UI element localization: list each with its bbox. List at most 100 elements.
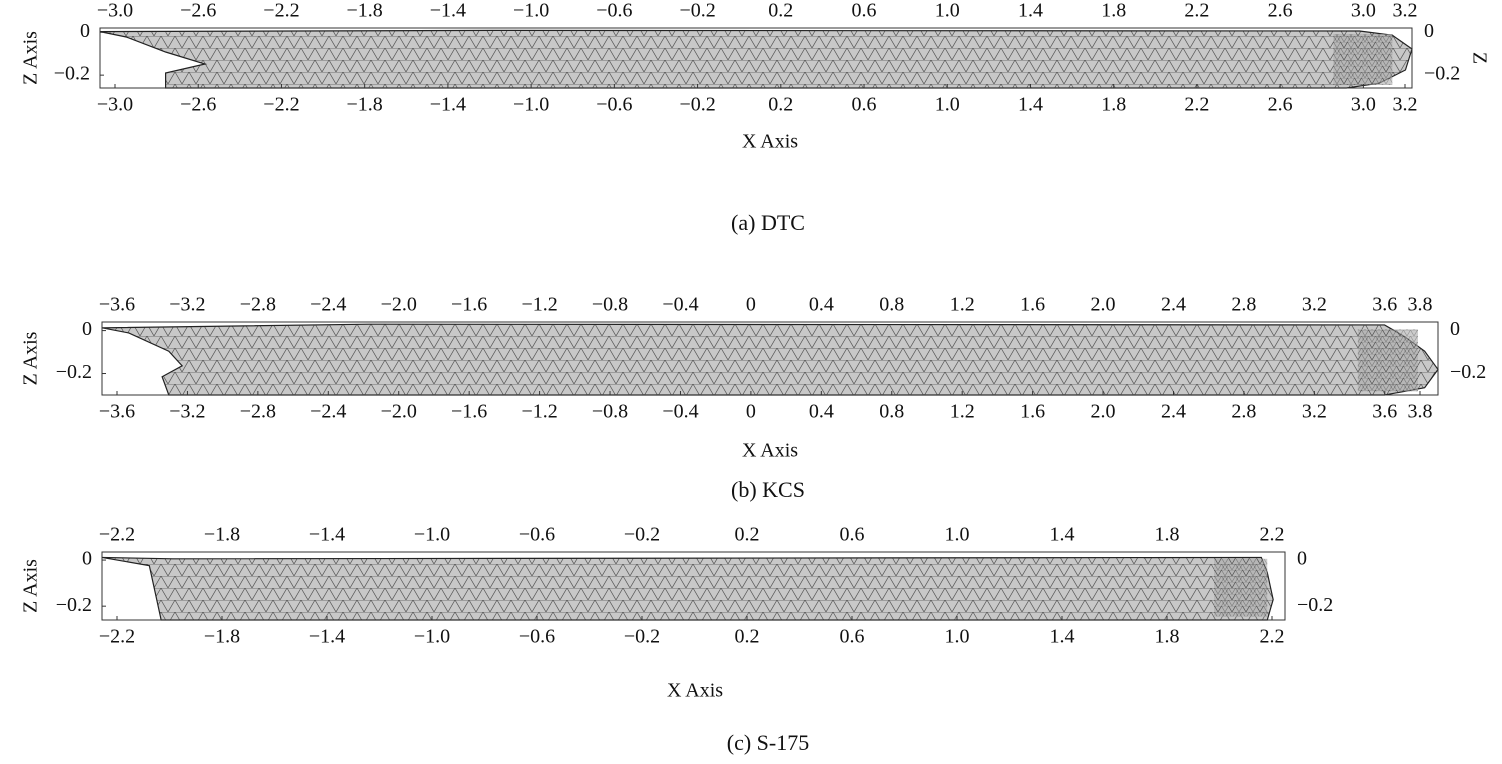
x-tick-label: 3.2: [1393, 94, 1418, 116]
x-tick-label: −1.2: [521, 401, 557, 423]
x-tick-label-top: 1.4: [1050, 524, 1075, 546]
x-tick-label: 0.2: [768, 94, 793, 116]
bow-mesh: [1357, 329, 1418, 392]
x-tick-label-top: 1.8: [1101, 0, 1126, 22]
x-tick-label: 1.0: [935, 94, 960, 116]
x-tick-label-top: −2.2: [263, 0, 299, 22]
x-tick-label-top: 0.6: [840, 524, 865, 546]
x-tick-label: 2.2: [1184, 94, 1209, 116]
y-axis-label: Z Axis: [20, 559, 42, 613]
caption: (c) S-175: [727, 730, 809, 755]
x-tick-label: −0.6: [596, 94, 632, 116]
x-tick-label: 3.0: [1351, 94, 1376, 116]
x-tick-label-top: 1.8: [1155, 524, 1180, 546]
x-tick-label-top: 0: [746, 294, 756, 316]
y-tick-label-right: 0: [1424, 20, 1434, 42]
x-tick-label: −3.2: [169, 401, 205, 423]
y-axis-label: Z Axis: [20, 31, 42, 85]
x-tick-label: −2.6: [180, 94, 216, 116]
plot-frame: [101, 321, 1439, 396]
x-tick-label-top: −0.6: [596, 0, 632, 22]
x-tick-label: 0.6: [840, 626, 865, 648]
x-tick-label-top: 3.8: [1408, 294, 1433, 316]
hull-mesh: [101, 556, 1274, 621]
x-tick-label: −0.6: [519, 626, 555, 648]
x-axis-label: X Axis: [667, 680, 723, 702]
x-tick-label: −0.4: [662, 401, 698, 423]
y-tick-label-right: 0: [1450, 318, 1460, 340]
x-tick-label-top: −2.2: [99, 524, 135, 546]
x-tick-label: −1.6: [451, 401, 487, 423]
x-tick-label-top: −0.4: [662, 294, 698, 316]
y-tick-label-right: 0: [1297, 548, 1307, 570]
x-tick-label: −1.8: [347, 94, 383, 116]
x-tick-label-top: 2.2: [1260, 524, 1285, 546]
x-tick-label: 2.0: [1091, 401, 1116, 423]
bow-mesh: [1214, 558, 1268, 617]
x-tick-label-top: −0.2: [624, 524, 660, 546]
x-tick-label-top: −2.8: [240, 294, 276, 316]
x-tick-label: −1.4: [430, 94, 466, 116]
y-tick-label-right: −0.2: [1450, 361, 1486, 383]
x-tick-label: 2.2: [1260, 626, 1285, 648]
x-tick-label-top: 0.4: [809, 294, 834, 316]
y-tick-label: −0.2: [56, 361, 92, 383]
x-tick-label: 1.0: [945, 626, 970, 648]
x-tick-label-top: 0.6: [852, 0, 877, 22]
x-tick-label-top: −1.4: [430, 0, 466, 22]
x-tick-label: 1.4: [1018, 94, 1043, 116]
x-tick-label: −0.2: [624, 626, 660, 648]
x-tick-label-top: 0.2: [768, 0, 793, 22]
x-tick-label-top: −1.0: [513, 0, 549, 22]
x-tick-label: 1.2: [950, 401, 975, 423]
x-tick-label-top: 1.2: [950, 294, 975, 316]
x-tick-label-top: 3.2: [1393, 0, 1418, 22]
x-tick-label: −2.2: [99, 626, 135, 648]
y-tick-label: −0.2: [56, 594, 92, 616]
x-tick-label: 0.6: [852, 94, 877, 116]
hull-chart: −3.0 −3.0 −2.6 −2.6 −2.2 −2.2 −1.8 −1.8 −1.4 −1.4…: [20, 0, 1491, 235]
x-tick-label: 1.6: [1020, 401, 1045, 423]
x-tick-label: 0: [746, 401, 756, 423]
x-tick-label-top: −1.4: [309, 524, 345, 546]
x-tick-label: −0.8: [592, 401, 628, 423]
plot-frame: [101, 551, 1286, 621]
x-axis-label: X Axis: [742, 131, 798, 153]
y-tick-label-right: −0.2: [1297, 594, 1333, 616]
y-tick-label: 0: [82, 548, 92, 570]
x-tick-label-top: 1.6: [1020, 294, 1045, 316]
x-tick-label-top: −0.6: [519, 524, 555, 546]
hull-mesh: [99, 29, 1413, 89]
y-tick-label: 0: [80, 20, 90, 42]
x-axis-label: X Axis: [742, 440, 798, 462]
x-tick-label-top: 3.2: [1302, 294, 1327, 316]
y-tick-label: 0: [82, 318, 92, 340]
x-tick-label: −1.8: [204, 626, 240, 648]
x-tick-label-top: 2.2: [1184, 0, 1209, 22]
y-tick-label: −0.2: [54, 63, 90, 85]
hull-chart: −3.6 −3.6 −3.2 −3.2 −2.8 −2.8 −2.4 −2.4 −2.0 −2.0…: [20, 294, 1487, 502]
x-tick-label-top: −2.4: [310, 294, 346, 316]
x-tick-label-top: 3.6: [1372, 294, 1397, 316]
x-tick-label: −2.8: [240, 401, 276, 423]
x-tick-label-top: −3.2: [169, 294, 205, 316]
x-tick-label: −1.4: [309, 626, 345, 648]
x-tick-label-top: 2.4: [1161, 294, 1186, 316]
x-tick-label-top: 1.0: [935, 0, 960, 22]
x-tick-label: 1.8: [1101, 94, 1126, 116]
x-tick-label: −2.0: [381, 401, 417, 423]
x-tick-label-top: −1.6: [451, 294, 487, 316]
y-axis-label: Z Axis: [20, 331, 42, 385]
x-tick-label: −3.6: [99, 401, 135, 423]
hull-mesh: [101, 323, 1439, 396]
x-tick-label: 3.6: [1372, 401, 1397, 423]
x-tick-label: 1.4: [1050, 626, 1075, 648]
x-tick-label-top: −1.2: [521, 294, 557, 316]
x-tick-label-top: −2.6: [180, 0, 216, 22]
x-tick-label-top: 0.2: [735, 524, 760, 546]
x-tick-label-top: 3.0: [1351, 0, 1376, 22]
x-tick-label: 0.4: [809, 401, 834, 423]
x-tick-label: 3.8: [1408, 401, 1433, 423]
x-tick-label: 0.8: [879, 401, 904, 423]
x-tick-label: −3.0: [97, 94, 133, 116]
